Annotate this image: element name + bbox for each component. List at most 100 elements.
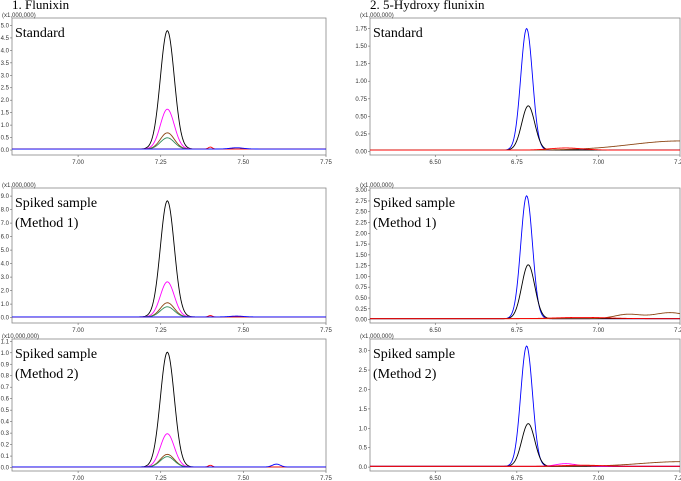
y-tick-label: 3.00 [355,188,367,194]
x-tick-label: 7.00 [593,160,605,166]
y-tick-label: 1.0 [1,123,10,129]
x-tick-label: 7.50 [238,476,250,481]
x-tick-label: 7.75 [320,328,332,334]
y-tick-label: 0.00 [355,318,367,324]
y-tick-label: 2.5 [359,368,368,374]
x-tick-label: 6.50 [429,160,441,166]
plot-frame [11,187,327,324]
x-tick-label: 7.25 [155,160,167,166]
y-tick-label: 8.0 [1,208,10,214]
series-blue-trace [12,463,326,468]
x-tick-label: 7.25 [674,476,681,481]
y-tick-label: 9.0 [1,194,10,200]
y-tick-label: 3.0 [359,349,368,355]
y-tick-label: 1.5 [1,111,10,117]
y-tick-label: 0.5 [359,446,368,452]
plot-frame [11,338,327,472]
panel-label: Spiked sample [373,347,455,362]
panel-label: Spiked sample [373,196,455,211]
y-tick-label: 0.75 [355,285,367,291]
hydroxy-flunixin-column-title: 2. 5-Hydroxy flunixin [370,0,485,12]
y-tick-label: 6.0 [1,235,10,241]
y-tick-label: 0.3 [1,431,10,437]
series-red-trace [370,147,680,151]
y-tick-label: 0.7 [1,385,10,391]
x-tick-label: 6.75 [511,160,523,166]
y-tick-label: 0.6 [1,397,10,403]
y-tick-label: 2.0 [1,289,10,295]
x-tick-label: 7.00 [593,476,605,481]
y-tick-label: 3.0 [1,275,10,281]
chromatogram-panel-4: (x1,000,000) 0.00 0.25 0.50 0.75 1.00 1.25 1.50… [355,183,681,334]
plot-frame [369,338,681,472]
chromatogram-panel-3: (x1,000,000) 0.0 1.0 2.0 3.0 4.0 5.0 6.0 7.0 8.0 9… [1,183,333,334]
x-tick-label: 7.00 [72,328,84,334]
y-tick-label: 1.25 [355,62,367,68]
y-tick-label: 4.5 [1,36,10,42]
plot-area [370,27,680,151]
plot-area [12,351,326,468]
y-tick-label: 2.5 [1,86,10,92]
x-tick-label: 7.00 [72,476,84,481]
x-tick-label: 7.50 [238,328,250,334]
y-tick-label: 1.0 [1,351,10,357]
y-tick-label: 1.50 [355,44,367,50]
y-tick-label: 0.0 [1,148,10,154]
panel-label: Spiked sample [15,347,97,362]
y-tick-label: 1.00 [355,79,367,85]
y-tick-label: 2.25 [355,221,367,227]
x-tick-label: 7.75 [320,160,332,166]
y-scale-multiplier: (x1,000,000) [360,334,394,340]
y-tick-label: 1.0 [1,302,10,308]
y-tick-label: 0.0 [1,466,10,472]
x-tick-label: 6.75 [511,328,523,334]
y-tick-label: 1.00 [355,274,367,280]
y-tick-label: 2.75 [355,199,367,205]
x-tick-label: 7.25 [674,160,681,166]
x-tick-label: 7.00 [593,328,605,334]
y-tick-label: 7.0 [1,221,10,227]
series-blue-trace [12,315,326,318]
x-tick-label: 7.50 [238,160,250,166]
panel-label: (Method 2) [373,367,437,382]
y-scale-multiplier: (x1,000,000) [2,183,36,189]
x-tick-label: 6.75 [511,476,523,481]
y-tick-label: 1.50 [355,253,367,259]
plot-frame [369,17,681,156]
y-tick-label: 3.5 [1,61,10,67]
y-tick-label: 0.50 [355,296,367,302]
y-tick-label: 4.0 [1,262,10,268]
panel-label: Standard [373,26,423,41]
y-tick-label: 0.4 [1,420,10,426]
x-tick-label: 7.00 [72,160,84,166]
chromatogram-panel-1: (x1,000,000) 0.0 0.5 1.0 1.5 2.0 2.5 3.0 3.5 4.0 4… [1,13,333,166]
x-tick-label: 7.25 [155,476,167,481]
y-tick-label: 0.5 [1,408,10,414]
y-tick-label: 0.00 [355,149,367,155]
y-tick-label: 2.0 [359,387,368,393]
x-tick-label: 7.75 [320,476,332,481]
plot-area [370,345,680,467]
y-tick-label: 2.00 [355,231,367,237]
y-tick-label: 0.0 [359,465,368,471]
y-tick-label: 0.25 [355,307,367,313]
plot-area [12,30,326,150]
panel-label: Standard [15,26,65,41]
y-tick-label: 0.1 [1,454,10,460]
panel-label: (Method 1) [373,216,437,231]
y-scale-multiplier: (x1,000,000) [360,13,394,19]
chromatogram-panel-6: (x1,000,000) 0.0 0.5 1.0 1.5 2.0 2.5 3.0 6.50 6.7… [359,334,681,481]
x-tick-label: 7.25 [155,328,167,334]
plot-area [12,200,326,318]
series-blue-trace [12,147,326,150]
y-tick-label: 2.0 [1,98,10,104]
y-tick-label: 0.25 [355,132,367,138]
chromatogram-panel-2: (x1,000,000) 0.00 0.25 0.50 0.75 1.00 1.25 1.50… [355,13,681,166]
y-tick-label: 0.5 [1,136,10,142]
panel-label: Spiked sample [15,196,97,211]
x-tick-label: 6.50 [429,328,441,334]
chromatogram-panel-5: (x10,000,000) 0.0 0.1 0.2 0.3 0.4 0.5 0.6 0.7 0.8… [1,334,333,481]
y-tick-label: 0.75 [355,97,367,103]
plot-frame [11,17,327,156]
